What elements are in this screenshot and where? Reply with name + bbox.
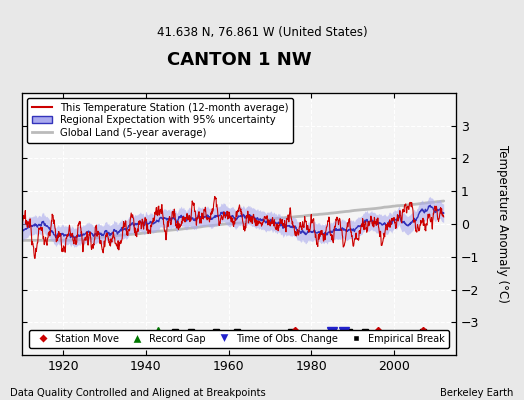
Text: Berkeley Earth: Berkeley Earth — [440, 388, 514, 398]
Text: Data Quality Controlled and Aligned at Breakpoints: Data Quality Controlled and Aligned at B… — [10, 388, 266, 398]
Text: 41.638 N, 76.861 W (United States): 41.638 N, 76.861 W (United States) — [157, 26, 367, 39]
Y-axis label: Temperature Anomaly (°C): Temperature Anomaly (°C) — [496, 145, 509, 303]
Title: CANTON 1 NW: CANTON 1 NW — [167, 51, 311, 69]
Legend: Station Move, Record Gap, Time of Obs. Change, Empirical Break: Station Move, Record Gap, Time of Obs. C… — [29, 330, 449, 348]
